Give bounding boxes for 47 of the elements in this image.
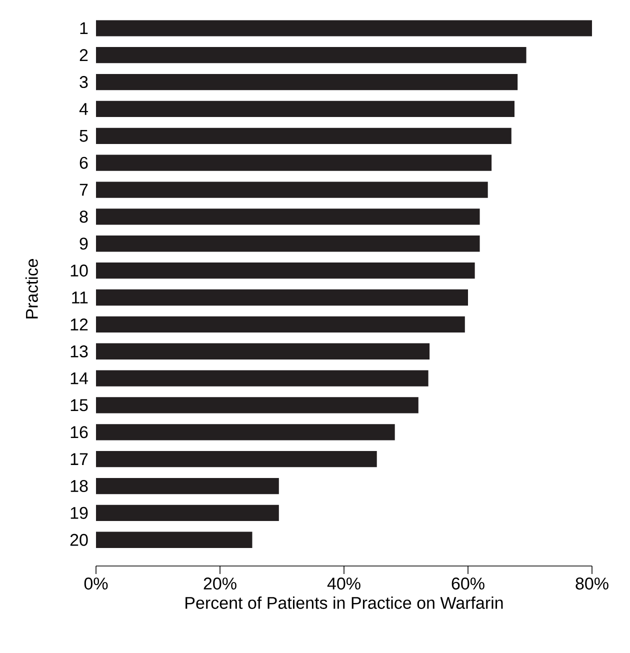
y-tick-label: 8 (80, 210, 88, 223)
bar (96, 370, 428, 386)
x-tick-label: 40% (327, 578, 360, 590)
bar (96, 208, 480, 225)
y-tick-label: 15 (70, 399, 88, 412)
bar (96, 236, 480, 252)
x-tick-label: 80% (576, 578, 608, 590)
y-tick-label: 17 (70, 453, 88, 465)
bar (96, 74, 518, 90)
y-tick-label: 1 (80, 22, 88, 34)
y-tick-label: 7 (80, 184, 88, 196)
bar (96, 100, 514, 118)
y-tick-label: 13 (70, 345, 88, 358)
y-tick-label: 18 (70, 480, 88, 492)
bar (96, 47, 526, 64)
y-tick-label: 14 (70, 372, 88, 384)
bar (96, 532, 252, 548)
y-tick-label: 5 (80, 130, 88, 142)
y-tick-label: 20 (70, 534, 88, 546)
y-tick-label: 9 (80, 238, 88, 250)
y-tick-label: 11 (72, 292, 88, 304)
x-tick-label: 20% (204, 578, 236, 590)
bar (96, 478, 279, 494)
x-axis-title: Percent of Patients in Practice on Warfarin (186, 596, 503, 609)
bar (96, 154, 492, 171)
bar (96, 182, 488, 198)
bar (96, 343, 430, 360)
bar (96, 397, 418, 414)
bar (96, 316, 465, 333)
bar (96, 20, 592, 36)
y-tick-label: 3 (80, 76, 88, 88)
y-axis-title: Practice (25, 259, 38, 318)
x-tick-label: 0% (84, 578, 108, 590)
x-tick-label: 60% (452, 578, 484, 590)
bar (96, 128, 512, 144)
y-tick-label: 10 (70, 264, 88, 277)
bar (96, 504, 279, 522)
y-tick-label: 16 (70, 426, 88, 438)
bar (96, 451, 377, 468)
bar (96, 424, 395, 440)
y-tick-label: 12 (70, 318, 88, 330)
bar (96, 262, 475, 279)
bar (96, 289, 468, 306)
y-tick-label: 19 (70, 506, 88, 519)
y-tick-label: 6 (80, 156, 88, 169)
y-tick-label: 2 (80, 49, 88, 62)
y-tick-label: 4 (79, 103, 88, 115)
